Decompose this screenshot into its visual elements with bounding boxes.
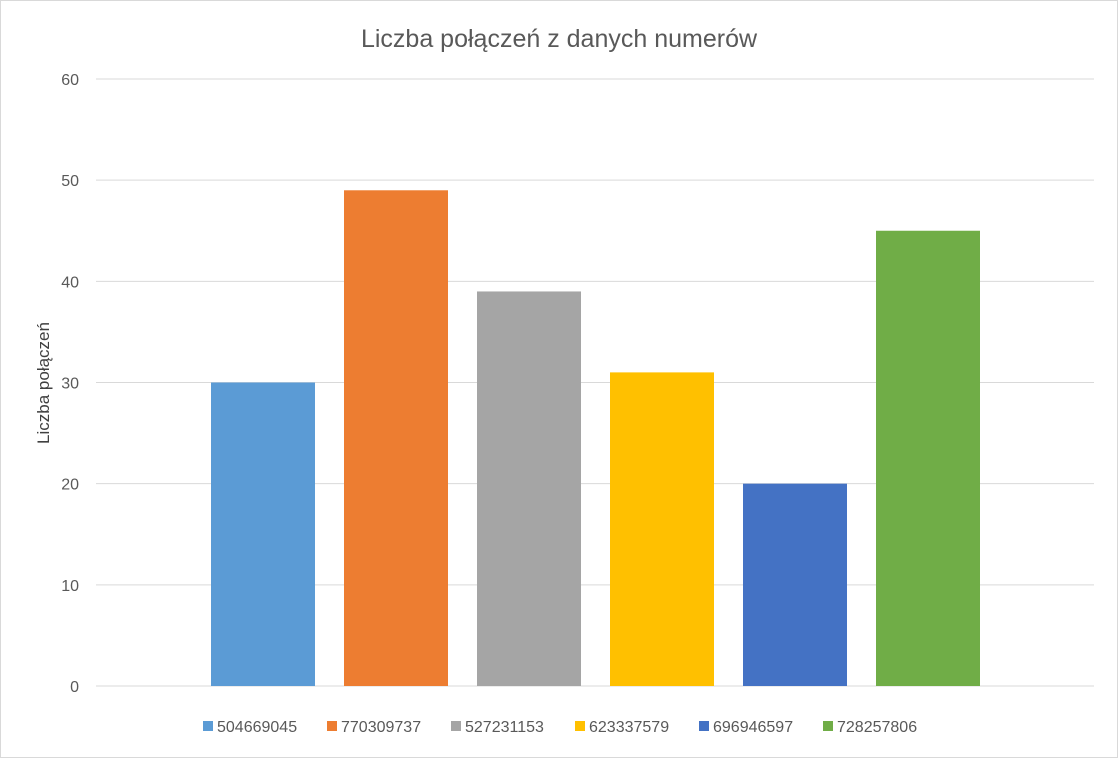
legend-swatch [451, 721, 461, 731]
legend-label: 504669045 [217, 719, 297, 736]
bar-696946597 [743, 483, 847, 686]
y-tick-label: 20 [61, 477, 79, 494]
y-tick-label: 10 [61, 578, 79, 595]
y-tick-label: 40 [61, 274, 79, 291]
legend-label: 770309737 [341, 719, 421, 736]
legend-label: 696946597 [713, 719, 793, 736]
bar-623337579 [610, 372, 714, 686]
legend-label: 623337579 [589, 719, 669, 736]
legend-label: 728257806 [837, 719, 917, 736]
bar-770309737 [344, 190, 448, 687]
y-tick-label: 60 [61, 72, 79, 89]
legend: 504669045 770309737 527231153 623337579 6969… [203, 719, 917, 736]
chart-title: Liczba połączeń z danych numerów [361, 25, 758, 53]
y-tick-label: 50 [61, 173, 79, 190]
bar-504669045 [211, 382, 315, 686]
bar-728257806 [876, 230, 980, 686]
legend-label: 527231153 [465, 719, 544, 736]
y-axis-ticks: 0 10 20 30 40 50 60 [61, 72, 79, 696]
legend-swatch [699, 721, 709, 731]
legend-swatch [327, 721, 337, 731]
legend-swatch [203, 721, 213, 731]
y-tick-label: 30 [61, 376, 79, 393]
legend-swatch [823, 721, 833, 731]
y-axis-label: Liczba połączeń [34, 322, 53, 444]
y-tick-label: 0 [70, 679, 79, 696]
bar-527231153 [477, 291, 581, 686]
bars [211, 190, 980, 687]
legend-swatch [575, 721, 585, 731]
